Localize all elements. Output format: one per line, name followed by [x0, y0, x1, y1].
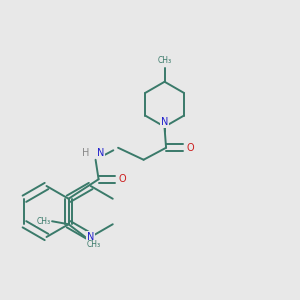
Text: O: O: [119, 174, 126, 184]
Text: N: N: [161, 117, 168, 127]
Text: N: N: [87, 232, 94, 242]
Text: CH₃: CH₃: [87, 241, 101, 250]
Text: O: O: [186, 143, 194, 153]
Text: CH₃: CH₃: [37, 217, 51, 226]
Text: H: H: [82, 148, 89, 158]
Text: CH₃: CH₃: [158, 56, 172, 64]
Text: N: N: [97, 148, 104, 158]
